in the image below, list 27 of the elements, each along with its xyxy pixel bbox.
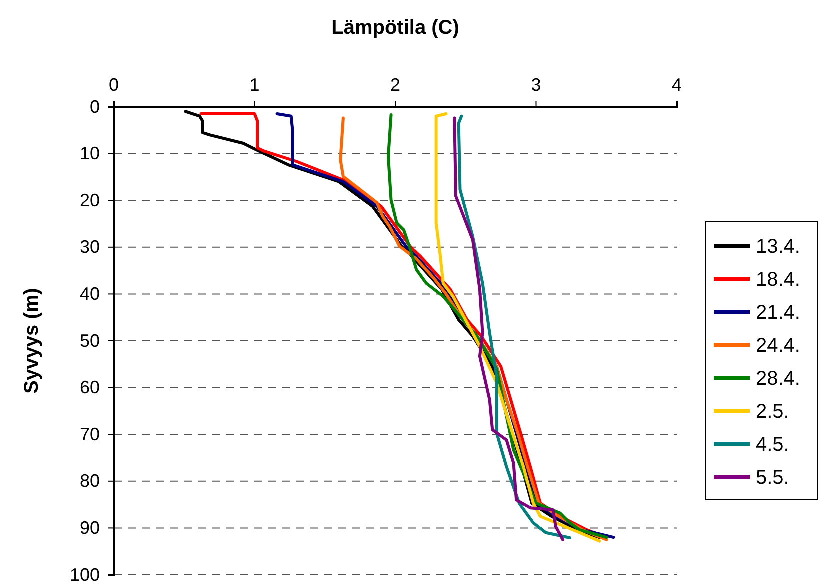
y-axis-title: Syvyys (m): [21, 288, 43, 394]
x-tick-label: 3: [531, 75, 542, 95]
chart-title: Lämpötila (C): [332, 17, 460, 39]
y-tick-label: 40: [80, 284, 100, 304]
x-tick-label: 1: [250, 75, 260, 95]
y-tick-label: 10: [80, 144, 100, 164]
y-tick-label: 30: [80, 237, 100, 258]
legend-label: 4.5.: [756, 434, 790, 456]
y-tick-label: 90: [80, 518, 100, 538]
x-tick-label: 2: [390, 75, 401, 95]
y-tick-label: 50: [80, 330, 100, 351]
x-tick-label: 4: [672, 75, 682, 95]
legend-label: 28.4.: [756, 368, 800, 390]
legend-label: 24.4.: [756, 335, 800, 357]
y-tick-label: 0: [90, 96, 100, 117]
y-tick-label: 70: [80, 424, 100, 444]
legend-label: 5.5.: [756, 467, 790, 489]
legend-label: 13.4.: [756, 236, 800, 258]
y-tick-label: 60: [80, 378, 100, 398]
legend-label: 18.4.: [756, 269, 800, 291]
y-tick-label: 80: [80, 471, 100, 492]
y-tick-label: 20: [80, 190, 100, 210]
x-tick-label: 0: [108, 75, 120, 95]
line-series: [434, 112, 602, 543]
legend-label: 2.5.: [756, 401, 790, 423]
legend-label: 21.4.: [756, 302, 800, 324]
y-tick-label: 100: [70, 564, 100, 584]
